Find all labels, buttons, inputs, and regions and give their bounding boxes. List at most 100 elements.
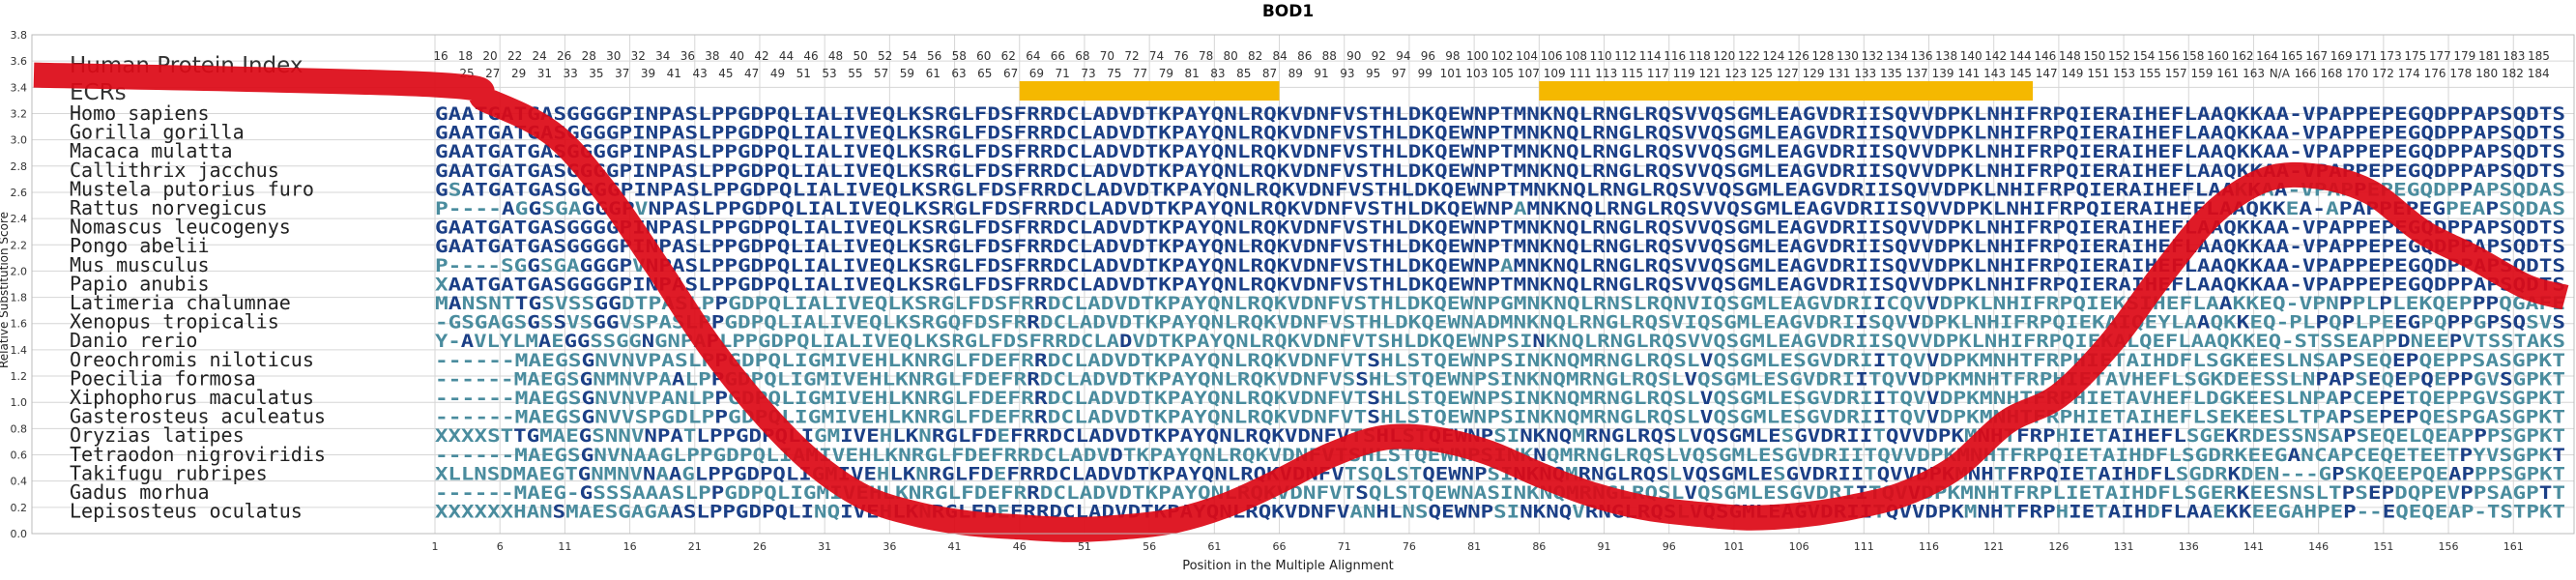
species-name: Tetraodon nigroviridis (70, 443, 326, 466)
index-number: 39 (641, 67, 655, 80)
sequence-segment: D (2137, 463, 2150, 484)
sequence-segment: GVDRII (1786, 463, 1865, 484)
index-number: 141 (1957, 67, 1980, 80)
index-number: 16 (433, 49, 448, 63)
x-tick-label: 46 (1013, 540, 1027, 553)
index-number: 175 (2404, 49, 2426, 63)
index-number: 157 (2165, 67, 2187, 80)
index-number: 29 (511, 67, 526, 80)
sequence-segment: P (2342, 482, 2356, 504)
sequence-segment: P (2339, 350, 2353, 371)
index-number: 101 (1440, 67, 1462, 80)
x-axis-label: Position in the Multiple Alignment (1182, 559, 1394, 573)
species-name: Danio rerio (70, 329, 197, 352)
index-number: 32 (631, 49, 646, 63)
sequence-segment: QSGMLESGVDRI (1697, 368, 1855, 390)
x-tick-label: 61 (1207, 540, 1221, 553)
index-number: 169 (2330, 49, 2353, 63)
sequence-segment: QMRNGLRQSLVQSGMLESGVDRIITQVVDPKMNHTFRPQI… (1547, 445, 2288, 466)
sequence-segment: R (1034, 388, 1048, 409)
sequence-segment: Q (2329, 312, 2342, 334)
sequence-segment: SSGG (590, 331, 641, 352)
sequence-segment: G (582, 350, 595, 371)
index-number: 135 (1880, 67, 1902, 80)
x-tick-label: 16 (623, 540, 637, 553)
y-tick-label: 2.0 (11, 265, 28, 277)
index-number: 164 (2256, 49, 2278, 63)
sequence-segment: A (461, 331, 475, 352)
sequence-segment: G (681, 463, 694, 484)
sequence-segment: QK (2211, 312, 2238, 334)
sequence-segment: S (1781, 425, 1795, 447)
sequence-segment: SGE (2186, 425, 2226, 447)
index-number: 181 (2478, 49, 2501, 63)
index-number: 102 (1491, 49, 1514, 63)
sequence-segment: I (1873, 407, 1887, 428)
sequence-segment: SQDAS (2499, 198, 2565, 219)
sequence-row: GAATGATGASGGGGPINPASLPPGDPQLIALIVEQLKSRG… (435, 236, 2565, 257)
sequence-segment: DPKMNHTFRPHIETAIHDFLSGKEESLNSA (1940, 350, 2340, 371)
index-number: 51 (796, 67, 811, 80)
sequence-segment: D (1119, 331, 1132, 352)
sequence-row: GAATGATGASGGGGPINPASLPPGDPQLIALIVEQLKSRG… (435, 141, 2565, 162)
index-number: 158 (2183, 49, 2205, 63)
sequence-segment: LP (685, 368, 711, 390)
sequence-segment: NEE (2411, 331, 2449, 352)
sequence-segment: T (2552, 482, 2565, 504)
sequence-segment: I (1855, 368, 1868, 390)
index-number: 114 (1639, 49, 1662, 63)
sequence-segment: P (2343, 502, 2357, 523)
sequence-segment: EP (2368, 482, 2394, 504)
sequence-segment: PP (2447, 368, 2474, 390)
index-number: 134 (1886, 49, 1908, 63)
sequence-segment: P----SG (435, 255, 527, 276)
x-tick-label: 141 (2243, 540, 2264, 553)
sequence-segment: GAATGATGASGGGGPINPASLPPGDPQLIALIVEQLKSRG… (435, 160, 2565, 182)
index-number: 138 (1935, 49, 1957, 63)
sequence-segment: DCLADVDTKPAYQNLRQKVDNFVT (1048, 407, 1368, 428)
sequence-segment: AIH (2108, 502, 2148, 523)
sequence-segment: T (1872, 425, 1886, 447)
sequence-segment: P (2459, 445, 2473, 466)
index-number: 74 (1149, 49, 1164, 63)
index-number: 113 (1595, 67, 1617, 80)
sequence-segment: P (2408, 368, 2421, 390)
sequence-segment: T (2004, 502, 2017, 523)
sequence-segment: RNGLRQS (1585, 425, 1677, 447)
index-number: 64 (1026, 49, 1040, 63)
x-tick-label: 1 (432, 540, 439, 553)
sequence-segment: V (1908, 368, 1922, 390)
sequence-segment: S (1367, 407, 1380, 428)
sequence-segment: NQ (814, 502, 840, 523)
sequence-segment: YVSGPK (2473, 445, 2553, 466)
sequence-segment: AATGATGASGGGGPINPASLPPGDPQLIALIVEQLKSRGL… (449, 274, 2565, 295)
index-number: 38 (705, 49, 719, 63)
sequence-row: GAATGATGASGGGGPINPASLPPGDPQLIALIVEQLKSRG… (435, 160, 2565, 182)
sequence-segment: X (435, 274, 449, 295)
sequence-segment: R (1034, 407, 1048, 428)
sequence-segment: SNNV (592, 425, 644, 447)
sequence-segment: HL (1375, 502, 1402, 523)
index-number: 36 (680, 49, 695, 63)
sequence-segment: DCLADVDTKPAYQNLRQKVDNFVS (1040, 368, 1355, 390)
sequence-segment: D (2147, 502, 2160, 523)
sequence-segment: -GSGAGS (435, 312, 527, 334)
sequence-segment: V (1926, 293, 1940, 314)
sequence-segment: DCLADVDTKPAYQNLRQKVDNFVSTHLDKQEWNADMNKNQ… (1040, 312, 1855, 334)
index-number: 171 (2355, 49, 2377, 63)
sequence-segment: GDPQLIALIVEQLKSRGLFDSFR (728, 293, 1034, 314)
sequence-segment: V (1684, 482, 1697, 504)
y-tick-label: 2.6 (11, 187, 28, 199)
sequence-segment: P (2379, 293, 2392, 314)
sequence-segment: MNKNQLRNGLRQSVVQSGMLEAGVDRIISQVVDPKLNHIF… (1527, 198, 2287, 219)
index-number: 129 (1803, 67, 1825, 80)
index-number: 165 (2281, 49, 2303, 63)
sequence-segment: IE (2069, 425, 2095, 447)
index-number: 132 (1862, 49, 1884, 63)
sequence-segment: H (880, 425, 893, 447)
sequence-segment: ------MAEGS (435, 407, 582, 428)
sequence-segment: FRRDCLADVDTKPAYQNLRQKVDNFV (1010, 425, 1349, 447)
index-number: 63 (951, 67, 966, 80)
sequence-segment: NVNVPANLP (594, 388, 714, 409)
sequence-segment: S (553, 502, 566, 523)
